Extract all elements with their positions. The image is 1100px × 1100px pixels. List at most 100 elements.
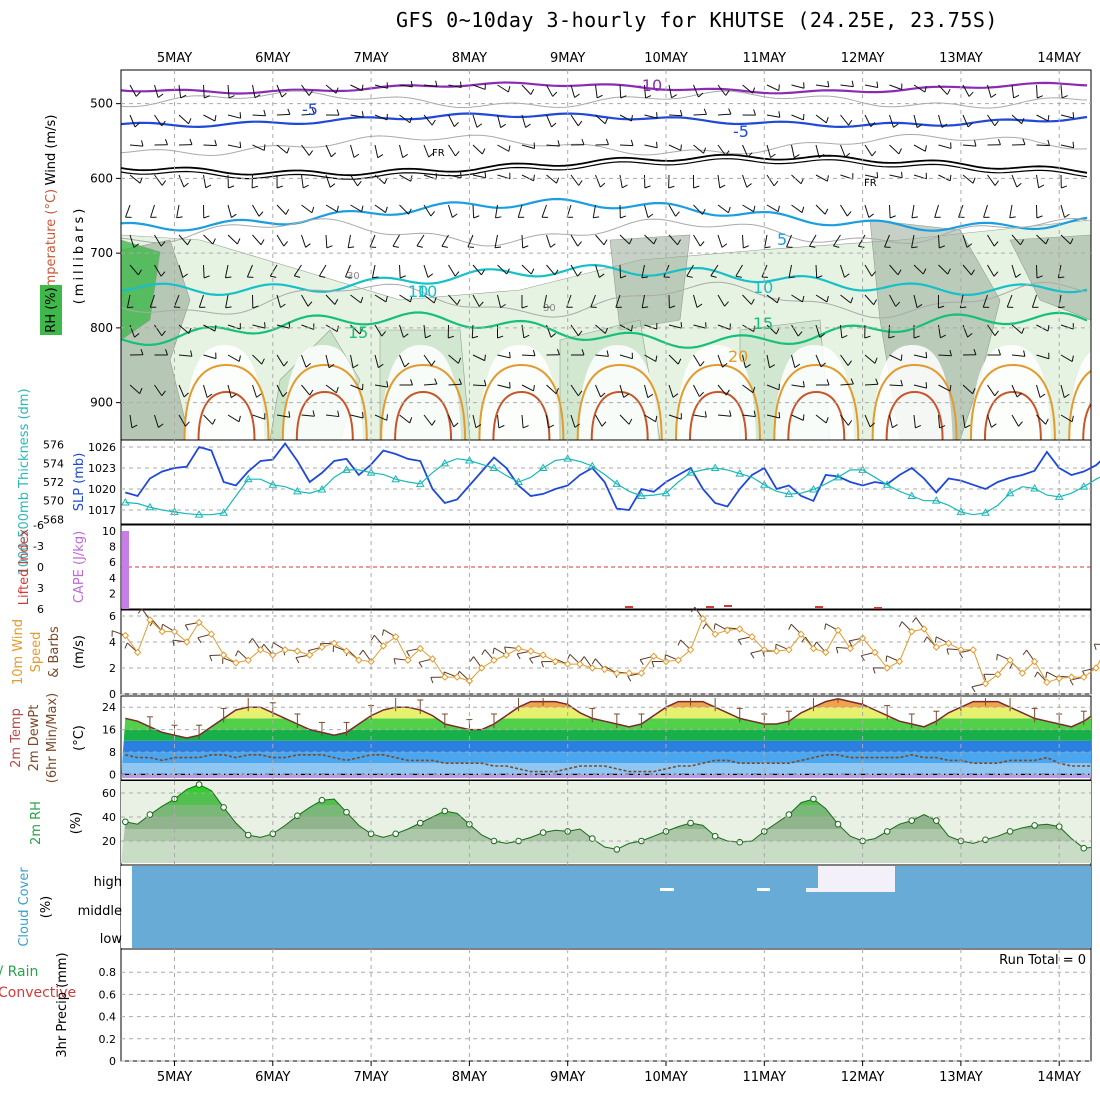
date-label-bottom: 10MAY xyxy=(644,1070,688,1085)
wind-barb xyxy=(154,414,159,428)
thickness-marker xyxy=(612,479,622,487)
wind-barb xyxy=(693,294,698,308)
wind-barb xyxy=(1009,204,1013,218)
ylabel-wind10-c: & Barbs xyxy=(47,626,62,678)
contour-5 xyxy=(121,197,1088,232)
thickness-marker xyxy=(243,474,253,483)
thickness-marker xyxy=(833,472,843,481)
wind10-point xyxy=(453,673,461,681)
contour-label: 30 xyxy=(347,271,360,282)
wind-barb xyxy=(1060,384,1065,398)
wind-barb xyxy=(595,264,600,278)
wind-barb xyxy=(864,204,870,218)
wind-barb xyxy=(325,384,337,394)
cape-li-panel: 10 8 6 4 2 -6 -3 0 3 6 Lifted Index CAPE (J/kg) xyxy=(17,519,1092,616)
wind-barb xyxy=(1031,294,1037,308)
wind10-point xyxy=(736,625,744,633)
date-label-bottom: 11MAY xyxy=(743,1070,787,1085)
rh2m-tick-label: 40 xyxy=(102,811,116,824)
contour-20 xyxy=(871,363,958,440)
wind-barb xyxy=(399,174,412,182)
date-label-top: 14MAY xyxy=(1037,51,1081,66)
wind-barb xyxy=(203,264,205,279)
cape-tick-label: 8 xyxy=(109,541,116,554)
thickness-marker xyxy=(931,496,941,504)
wind10-point xyxy=(404,656,412,664)
wind-barb xyxy=(399,264,401,279)
wind-barb xyxy=(766,84,779,92)
wind-barb xyxy=(472,414,477,428)
wind-barb xyxy=(472,354,485,362)
wind-barb xyxy=(595,354,609,357)
rh2m-panel: 60 40 20 2m RH (%) xyxy=(29,780,1092,866)
wind-barb xyxy=(301,414,315,417)
wind-barb xyxy=(276,324,290,329)
pressure-tick-label: 900 xyxy=(90,396,113,410)
wind-barb xyxy=(742,144,749,158)
contour-label: 15 xyxy=(348,323,368,342)
wind10-point xyxy=(883,664,891,672)
contour-20 xyxy=(675,363,761,440)
li-tick-label: 0 xyxy=(37,561,44,574)
wind10-point xyxy=(219,651,228,659)
wind-barb xyxy=(717,174,721,188)
wind10-point xyxy=(490,656,498,664)
wind-barb xyxy=(766,354,771,368)
wind-barb xyxy=(301,294,309,307)
wind-barb xyxy=(269,264,278,277)
wind10-point xyxy=(256,646,265,654)
wind-barb xyxy=(913,144,926,152)
wind-barb xyxy=(938,414,941,428)
wind-barb xyxy=(347,234,351,248)
wind-barb xyxy=(864,144,873,157)
rh2m-point xyxy=(122,818,129,826)
wind-barb xyxy=(911,234,915,248)
wind10-point xyxy=(822,648,830,657)
wind-barb xyxy=(889,354,902,362)
wind-barb xyxy=(517,204,523,218)
wind-barb xyxy=(276,204,287,215)
wind-barb xyxy=(543,294,547,308)
wind-barb xyxy=(374,384,388,388)
wind-barb xyxy=(374,354,379,368)
wind-barb xyxy=(938,354,952,357)
rh-band xyxy=(121,841,1091,863)
rh2m-point xyxy=(736,838,744,846)
wind-barb xyxy=(1011,354,1025,357)
wind-barb xyxy=(471,324,474,339)
wind-barb xyxy=(889,414,893,428)
wind10-point xyxy=(674,656,682,664)
wind-barb xyxy=(864,84,878,89)
wind-barb xyxy=(693,144,704,154)
wind-barb xyxy=(423,414,433,426)
wind-barb xyxy=(864,264,873,277)
wind10-point xyxy=(686,646,695,654)
wind-barb xyxy=(864,114,872,127)
wind-barb xyxy=(369,234,376,248)
ylabel-wind10-a: 10m Wind xyxy=(11,619,26,685)
wind-barb xyxy=(178,414,186,427)
ylabel-temp2m-c: (6hr Min/Max) xyxy=(45,693,60,783)
wind10-point xyxy=(305,651,314,659)
wind10-point xyxy=(871,648,879,657)
wind-barb xyxy=(595,384,602,398)
wind-barb xyxy=(668,144,681,151)
ylabel-precip-c: 3hr Precip (mm) xyxy=(55,952,70,1057)
contour-20 xyxy=(380,363,467,440)
wind-barb xyxy=(619,174,623,188)
wind-barb xyxy=(595,84,598,98)
wind-barb xyxy=(149,294,155,308)
wind-barb xyxy=(766,384,780,391)
wind10-point xyxy=(1092,664,1100,672)
wind10-point xyxy=(1030,657,1039,666)
wind-barb xyxy=(962,234,968,248)
thickness-tick-label: 576 xyxy=(43,439,64,452)
wind-barb xyxy=(423,144,430,158)
date-label-top: 12MAY xyxy=(841,51,885,66)
rh2m-point xyxy=(1080,844,1088,852)
wind-barb xyxy=(786,234,792,248)
wind-barb xyxy=(864,294,875,306)
date-label-bottom: 7MAY xyxy=(353,1070,388,1085)
wind-barb xyxy=(301,113,315,116)
li-tick-label: -6 xyxy=(33,519,44,532)
